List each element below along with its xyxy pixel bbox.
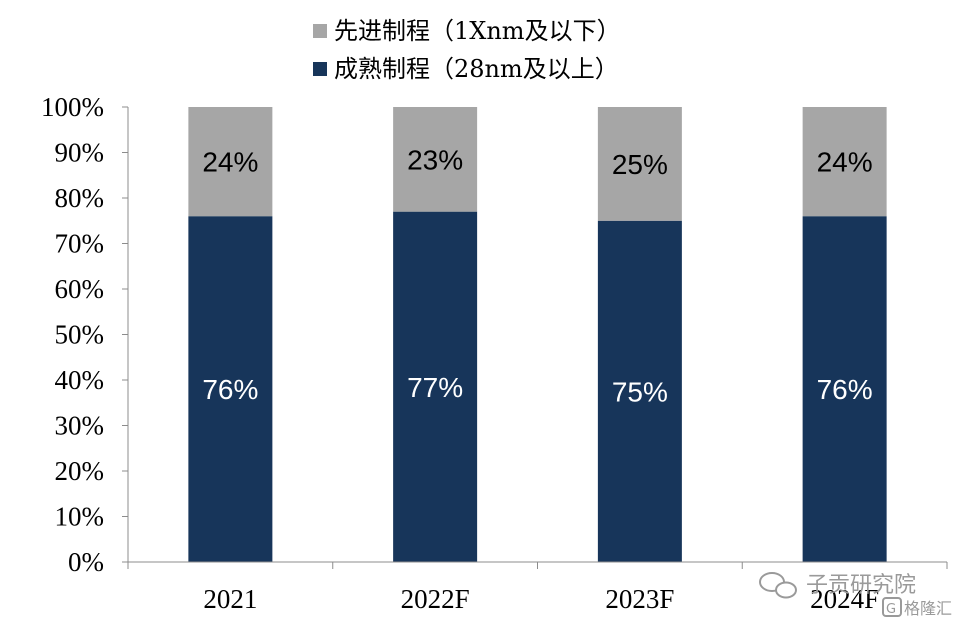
data-label-advanced: 24% — [202, 147, 258, 178]
bar-advanced — [393, 107, 478, 212]
bar-mature — [802, 216, 887, 562]
bar-mature — [188, 216, 273, 562]
brand-logo-icon: G — [882, 597, 902, 617]
y-tick-label: 10% — [55, 502, 105, 532]
wechat-icon — [759, 572, 797, 599]
legend-label-mature: 成熟制程（28nm及以上） — [334, 55, 619, 83]
bar-advanced — [597, 107, 682, 221]
x-tick-label: 2021 — [203, 584, 257, 614]
y-tick-label: 60% — [55, 274, 105, 304]
watermark-brand: 格隆汇 — [904, 599, 952, 618]
svg-text:G: G — [886, 602, 896, 617]
y-tick-label: 90% — [55, 138, 105, 168]
y-tick-label: 40% — [55, 365, 105, 395]
data-label-mature: 76% — [817, 374, 873, 405]
y-tick-label: 100% — [41, 92, 104, 122]
y-tick-label: 0% — [68, 547, 104, 577]
x-tick-label: 2024F — [810, 584, 879, 614]
data-label-mature: 75% — [612, 376, 668, 407]
y-tick-label: 70% — [55, 229, 105, 259]
x-tick-label: 2023F — [605, 584, 674, 614]
bar-advanced — [188, 107, 273, 217]
bar-mature — [597, 220, 682, 562]
bars: 76% 24% 77% 23% 75% 25% 76% 24% — [188, 107, 887, 562]
data-label-advanced: 24% — [817, 147, 873, 178]
y-axis: 0% 10% 20% 30% 40% 50% 60% 70% 80% 90% 100% — [41, 92, 129, 577]
data-label-mature: 77% — [407, 372, 463, 403]
y-tick-label: 50% — [55, 320, 105, 350]
legend-swatch-mature — [313, 62, 327, 76]
bar-mature — [393, 211, 478, 562]
bar-advanced — [802, 107, 887, 217]
data-label-advanced: 23% — [407, 144, 463, 175]
watermark-text: 子贡研究院 — [806, 573, 916, 598]
x-axis: 2021 2022F 2023F 2024F — [127, 561, 948, 614]
data-label-advanced: 25% — [612, 149, 668, 180]
legend: 先进制程（1Xnm及以下） 成熟制程（28nm及以上） — [313, 17, 621, 83]
data-label-mature: 76% — [202, 374, 258, 405]
y-tick-label: 80% — [55, 183, 105, 213]
x-tick-label: 2022F — [401, 584, 470, 614]
legend-swatch-advanced — [313, 24, 327, 38]
watermark: 子贡研究院 G 格隆汇 — [759, 572, 952, 618]
y-tick-label: 30% — [55, 411, 105, 441]
legend-label-advanced: 先进制程（1Xnm及以下） — [334, 17, 621, 45]
y-tick-label: 20% — [55, 456, 105, 486]
